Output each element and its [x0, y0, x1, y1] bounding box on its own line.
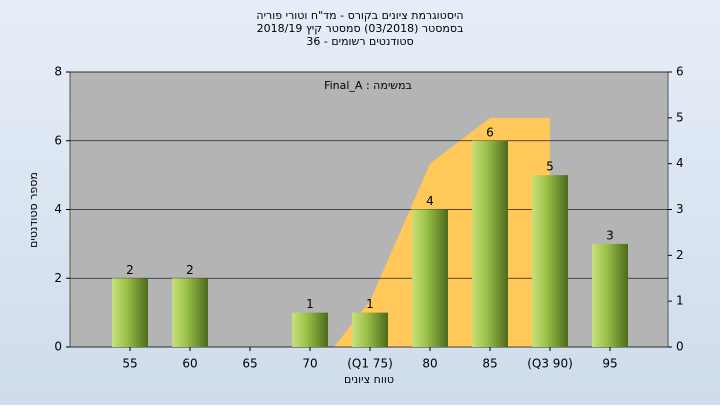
bar [412, 209, 448, 347]
y-tick-label: 8 [54, 65, 62, 79]
data-label: 2 [126, 263, 134, 277]
title: בסמסטר (03/2018) סמסטר קיץ 2018/19 [257, 22, 464, 35]
y2-tick-label: 2 [676, 248, 684, 262]
y-tick-label: 0 [54, 340, 62, 354]
x-tick-label: 80 [422, 357, 437, 371]
x-tick-label: 95 [602, 357, 617, 371]
x-tick-label: (Q3 90) [527, 357, 573, 371]
x-tick-label: 85 [482, 357, 497, 371]
y2-tick-label: 6 [676, 65, 684, 79]
y-tick-label: 2 [54, 271, 62, 285]
y2-tick-label: 4 [676, 156, 684, 170]
x-tick-label: (Q1 75) [347, 357, 393, 371]
bar [292, 312, 328, 347]
data-label: 3 [606, 228, 614, 242]
bar [112, 278, 148, 347]
data-label: 1 [306, 297, 314, 311]
y-axis-label: מספר סטודנטים [27, 172, 40, 248]
bar [352, 312, 388, 347]
bar [592, 243, 628, 347]
y2-tick-label: 0 [676, 340, 684, 354]
y2-tick-label: 1 [676, 294, 684, 308]
x-tick-label: 60 [182, 357, 197, 371]
x-tick-label: 70 [302, 357, 317, 371]
data-label: 2 [186, 263, 194, 277]
x-tick-label: 65 [242, 357, 257, 371]
annotation: במשימה : Final_A [324, 79, 412, 92]
title: היסטוגרמת ציונים בקורס - מד"ח וטורי פורי… [256, 9, 463, 22]
title: סטודנטים רשומים - 36 [306, 35, 413, 48]
data-label: 4 [426, 194, 434, 208]
bar [532, 175, 568, 347]
x-tick-label: 55 [122, 357, 137, 371]
y2-tick-label: 3 [676, 202, 684, 216]
y2-tick-label: 5 [676, 110, 684, 124]
bar [472, 140, 508, 347]
data-label: 5 [546, 160, 554, 174]
data-label: 6 [486, 125, 494, 139]
y-tick-label: 4 [54, 202, 62, 216]
y-tick-label: 6 [54, 133, 62, 147]
bar [172, 278, 208, 347]
data-label: 1 [366, 297, 374, 311]
x-axis-label: טווח ציונים [344, 373, 394, 386]
